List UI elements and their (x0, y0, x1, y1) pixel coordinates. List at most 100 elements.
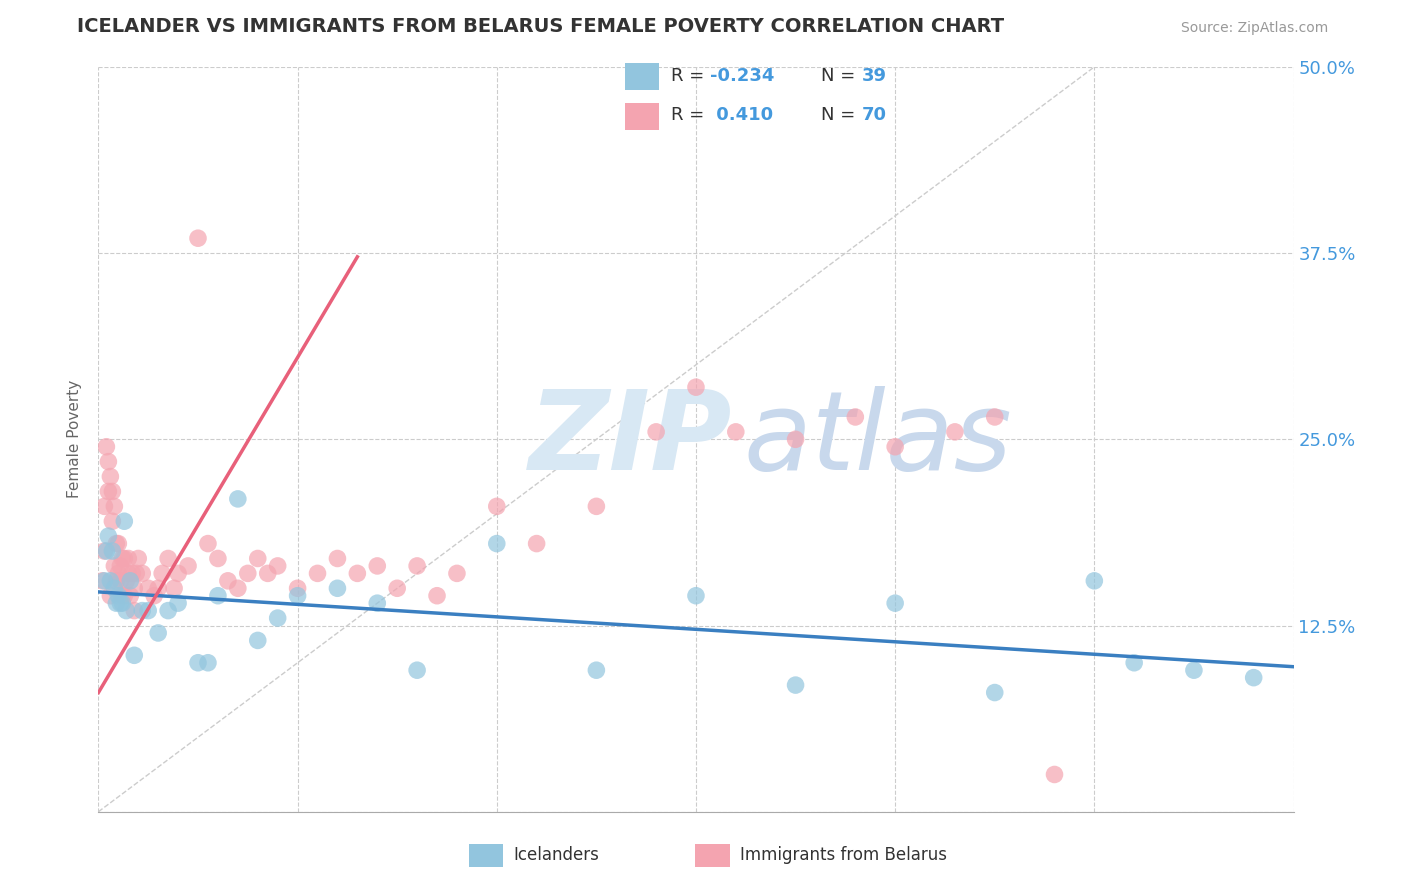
Point (685, 589, 707, 603)
Text: R =: R = (671, 105, 710, 123)
Point (117, 566, 139, 581)
Point (107, 589, 129, 603)
Text: atlas: atlas (744, 386, 1012, 492)
Point (131, 566, 153, 581)
Point (112, 514, 135, 528)
Point (246, 633, 269, 648)
Point (326, 551, 349, 566)
Point (217, 574, 239, 588)
Point (884, 440, 907, 454)
Point (105, 596, 128, 610)
Point (207, 589, 229, 603)
Point (148, 582, 170, 596)
Point (105, 536, 128, 550)
Point (197, 656, 219, 670)
Point (785, 433, 807, 447)
Point (1182, 663, 1205, 677)
Point (246, 551, 269, 566)
Point (117, 551, 139, 566)
Point (143, 589, 166, 603)
Text: 39: 39 (862, 68, 887, 86)
Point (163, 582, 186, 596)
Bar (470, 844, 503, 867)
Point (97, 455, 120, 469)
Point (1083, 574, 1105, 588)
Point (485, 536, 508, 550)
Point (585, 663, 607, 677)
Point (98, 469, 122, 483)
Point (326, 582, 349, 596)
Point (110, 558, 132, 573)
Point (93, 500, 115, 514)
Point (124, 604, 146, 618)
Point (187, 231, 209, 245)
Point (844, 409, 866, 424)
Text: 70: 70 (862, 105, 887, 123)
Point (287, 589, 309, 603)
Point (98, 574, 122, 588)
Point (110, 574, 132, 588)
Point (197, 536, 219, 550)
Text: Icelanders: Icelanders (513, 846, 599, 863)
Point (107, 536, 129, 550)
Bar (626, 62, 659, 90)
Point (124, 648, 146, 663)
Point (120, 574, 142, 588)
Text: ICELANDER VS IMMIGRANTS FROM BELARUS FEMALE POVERTY CORRELATION CHART: ICELANDER VS IMMIGRANTS FROM BELARUS FEM… (77, 17, 1004, 36)
Point (121, 566, 143, 581)
Point (111, 589, 134, 603)
Point (226, 491, 249, 506)
Point (426, 589, 449, 603)
Point (526, 536, 548, 550)
Point (111, 551, 134, 566)
Point (157, 604, 180, 618)
Point (1123, 656, 1146, 670)
Point (120, 589, 142, 603)
Y-axis label: Female Poverty: Female Poverty (67, 380, 83, 499)
Point (101, 514, 124, 528)
Point (207, 551, 229, 566)
Point (366, 558, 388, 573)
Point (112, 551, 135, 566)
Text: N =: N = (821, 105, 860, 123)
Point (131, 604, 153, 618)
Point (107, 566, 129, 581)
Point (984, 409, 1007, 424)
Point (287, 582, 309, 596)
Point (1243, 671, 1265, 685)
Point (943, 425, 966, 439)
Point (115, 604, 138, 618)
Point (585, 500, 607, 514)
Point (785, 678, 807, 692)
Text: R =: R = (671, 68, 710, 86)
Point (267, 558, 290, 573)
Point (177, 558, 200, 573)
Point (127, 551, 149, 566)
Point (167, 596, 190, 610)
Text: 0.410: 0.410 (710, 105, 773, 123)
Point (226, 582, 249, 596)
Bar (626, 103, 659, 130)
Point (124, 582, 146, 596)
Text: -0.234: -0.234 (710, 68, 775, 86)
Point (101, 484, 124, 499)
Point (110, 596, 132, 610)
Point (187, 656, 209, 670)
Point (167, 566, 190, 581)
Point (150, 566, 173, 581)
Point (91, 574, 114, 588)
Point (685, 380, 707, 394)
Point (256, 566, 278, 581)
Point (148, 626, 170, 640)
Point (125, 566, 148, 581)
Point (115, 574, 138, 588)
Point (884, 596, 907, 610)
Point (267, 611, 290, 625)
Text: Immigrants from Belarus: Immigrants from Belarus (740, 846, 946, 863)
Text: ZIP: ZIP (529, 386, 733, 492)
Point (97, 484, 120, 499)
Point (98, 589, 122, 603)
Bar (695, 844, 730, 867)
Point (97, 529, 120, 543)
Point (103, 582, 125, 596)
